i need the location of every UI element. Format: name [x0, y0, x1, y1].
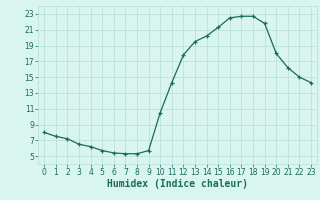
X-axis label: Humidex (Indice chaleur): Humidex (Indice chaleur): [107, 179, 248, 189]
